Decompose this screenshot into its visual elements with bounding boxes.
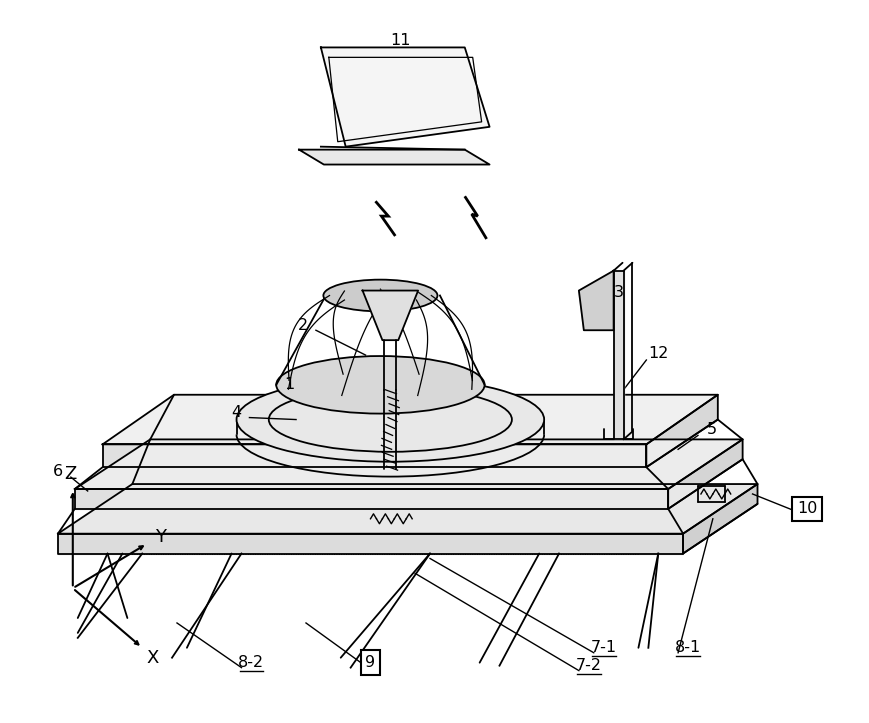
Ellipse shape xyxy=(236,377,544,462)
Polygon shape xyxy=(103,395,718,445)
Polygon shape xyxy=(579,270,614,330)
Text: 1: 1 xyxy=(284,377,295,393)
Text: 5: 5 xyxy=(706,422,717,437)
Polygon shape xyxy=(75,489,668,509)
Polygon shape xyxy=(58,534,683,554)
Polygon shape xyxy=(614,270,624,440)
Polygon shape xyxy=(668,440,743,509)
Text: 4: 4 xyxy=(231,405,242,420)
Text: 10: 10 xyxy=(797,501,818,516)
Polygon shape xyxy=(75,440,743,489)
Polygon shape xyxy=(299,150,489,165)
Text: 7-2: 7-2 xyxy=(576,658,602,673)
Text: 6: 6 xyxy=(53,463,63,479)
Text: Y: Y xyxy=(155,528,166,546)
Text: Z: Z xyxy=(64,465,77,483)
Text: 8-2: 8-2 xyxy=(238,655,264,670)
Ellipse shape xyxy=(323,280,437,312)
Text: 2: 2 xyxy=(298,318,308,333)
Text: 9: 9 xyxy=(366,655,375,670)
Text: X: X xyxy=(146,649,158,667)
Text: 12: 12 xyxy=(648,346,668,361)
Ellipse shape xyxy=(276,356,485,414)
Polygon shape xyxy=(58,484,758,534)
Polygon shape xyxy=(362,291,418,340)
Text: 8-1: 8-1 xyxy=(675,641,701,655)
Text: 11: 11 xyxy=(390,33,410,48)
Polygon shape xyxy=(103,445,647,467)
Polygon shape xyxy=(647,395,718,467)
Text: 3: 3 xyxy=(614,285,624,300)
Polygon shape xyxy=(683,484,758,554)
Polygon shape xyxy=(321,48,489,147)
Text: 7-1: 7-1 xyxy=(591,641,617,655)
